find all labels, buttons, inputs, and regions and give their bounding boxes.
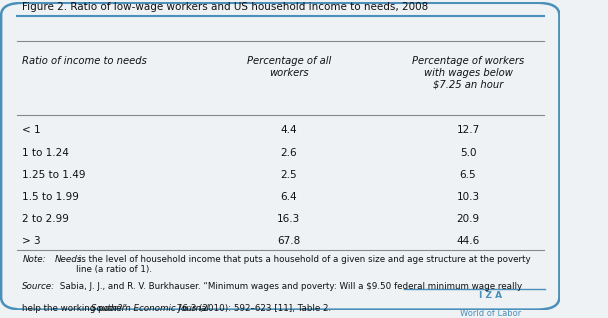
Text: 12.7: 12.7 <box>457 125 480 135</box>
Text: Percentage of all
workers: Percentage of all workers <box>246 56 331 78</box>
Text: help the working poor?”: help the working poor?” <box>22 304 130 313</box>
Text: < 1: < 1 <box>22 125 41 135</box>
Text: Sabia, J. J., and R. V. Burkhauser. “Minimum wages and poverty: Will a $9.50 fed: Sabia, J. J., and R. V. Burkhauser. “Min… <box>57 282 522 291</box>
Text: 6.4: 6.4 <box>280 192 297 202</box>
Text: Southern Economic Journal: Southern Economic Journal <box>91 304 209 313</box>
Text: World of Labor: World of Labor <box>460 309 521 318</box>
Text: Percentage of workers
with wages below
$7.25 an hour: Percentage of workers with wages below $… <box>412 56 524 89</box>
Text: 1.25 to 1.49: 1.25 to 1.49 <box>22 170 86 180</box>
Text: Needs: Needs <box>55 255 82 264</box>
Text: Figure 2. Ratio of low-wage workers and US household income to needs, 2008: Figure 2. Ratio of low-wage workers and … <box>22 2 429 12</box>
FancyBboxPatch shape <box>1 3 559 310</box>
Text: 16.3: 16.3 <box>277 214 300 224</box>
Text: 1 to 1.24: 1 to 1.24 <box>22 148 69 157</box>
Text: > 3: > 3 <box>22 236 41 246</box>
Text: 4.4: 4.4 <box>280 125 297 135</box>
Text: 2.5: 2.5 <box>280 170 297 180</box>
Text: 10.3: 10.3 <box>457 192 480 202</box>
Text: 20.9: 20.9 <box>457 214 480 224</box>
Text: is the level of household income that puts a household of a given size and age s: is the level of household income that pu… <box>76 255 531 274</box>
Text: 76:3 (2010): 592–623 [11], Table 2.: 76:3 (2010): 592–623 [11], Table 2. <box>174 304 331 313</box>
Text: 6.5: 6.5 <box>460 170 476 180</box>
Text: I Z A: I Z A <box>479 291 502 300</box>
Text: 2 to 2.99: 2 to 2.99 <box>22 214 69 224</box>
Text: Note:: Note: <box>22 255 46 264</box>
Text: Ratio of income to needs: Ratio of income to needs <box>22 56 147 66</box>
Text: 67.8: 67.8 <box>277 236 300 246</box>
Text: 2.6: 2.6 <box>280 148 297 157</box>
Text: 1.5 to 1.99: 1.5 to 1.99 <box>22 192 79 202</box>
Text: 5.0: 5.0 <box>460 148 476 157</box>
Text: Source:: Source: <box>22 282 55 291</box>
Text: 44.6: 44.6 <box>457 236 480 246</box>
